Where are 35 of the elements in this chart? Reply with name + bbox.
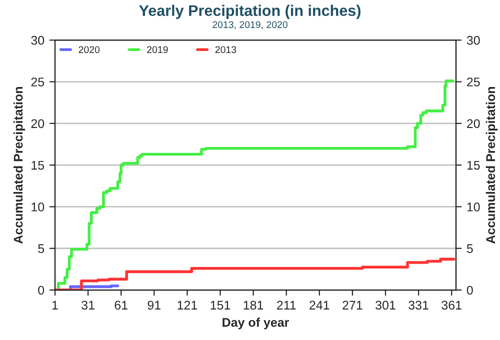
y-tick-label: 25 — [31, 78, 44, 86]
x-tick-label: 1 — [52, 300, 58, 310]
y-axis-title: Accumulated Precipitation — [13, 87, 26, 244]
y-tick-label: 15 — [32, 161, 44, 170]
y-tick-label: 10 — [32, 202, 44, 212]
x-tick-label: 241 — [310, 300, 330, 310]
x-axis-title: Day of year — [222, 318, 290, 330]
x-tick-label: 31 — [82, 300, 94, 310]
y-tick-label: 20 — [31, 119, 44, 128]
y-tick-label: 0 — [38, 286, 44, 295]
x-tick-label: 181 — [244, 300, 264, 310]
x-tick-label: 271 — [342, 300, 362, 310]
y2-tick-label: 20 — [467, 119, 480, 128]
x-tick-label: 121 — [178, 300, 198, 310]
y2-tick-label: 30 — [466, 36, 480, 45]
x-tick-label: 361 — [442, 300, 462, 310]
legend-label: 2019 — [147, 46, 168, 54]
x-tick-label: 91 — [148, 300, 160, 310]
y2-tick-label: 5 — [466, 244, 473, 254]
x-tick-label: 61 — [114, 300, 128, 310]
y2-axis-title: Accumulated Precipitation — [486, 87, 498, 244]
y2-tick-label: 0 — [466, 286, 473, 295]
y2-tick-label: 25 — [467, 78, 480, 86]
x-tick-label: 301 — [376, 300, 396, 310]
x-tick-label: 211 — [277, 300, 296, 310]
chart-subtitle: 2013, 2019, 2020 — [212, 21, 288, 30]
legend-label: 2020 — [78, 46, 100, 54]
chart-title: Yearly Precipitation (in inches) — [139, 4, 360, 20]
legend-label: 2013 — [215, 46, 236, 54]
y-tick-label: 30 — [31, 36, 44, 45]
y2-tick-label: 10 — [467, 202, 480, 212]
y2-tick-label: 15 — [467, 161, 480, 170]
x-tick-label: 331 — [408, 300, 428, 310]
y-tick-label: 5 — [38, 244, 44, 254]
x-tick-label: 151 — [210, 300, 230, 310]
